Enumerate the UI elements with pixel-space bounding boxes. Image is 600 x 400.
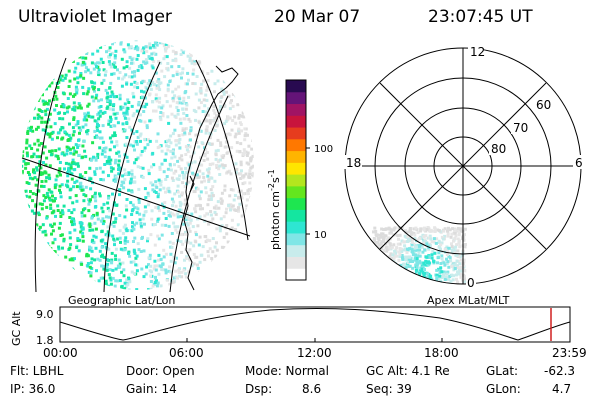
unit-mid: s (269, 177, 282, 183)
altitude-strip: 9.0 1.8 GC Alt 00:00 06:00 12:00 18:00 2… (10, 306, 587, 360)
unit-exp-1: -2 (267, 183, 276, 191)
longitude-line (195, 59, 249, 241)
dsp-value: 8.6 (302, 382, 322, 396)
colorbar-segment (286, 174, 306, 187)
colorbar-segment (286, 197, 306, 210)
gain-info: Gain: 14 (126, 382, 177, 396)
diagonal-line (379, 82, 547, 250)
time-tick-1200: 12:00 (297, 346, 332, 360)
colorbar-tick-100: 100 (314, 144, 333, 155)
altitude-curve (59, 307, 571, 341)
altitude-axis-label: GC Alt (10, 311, 23, 346)
latitude-line (21, 157, 251, 237)
dsp-label: Dsp: (245, 382, 273, 396)
colorbar-segment (286, 268, 306, 281)
colorbar-segment (286, 185, 306, 199)
seq-info: Seq: 39 (366, 382, 412, 396)
colorbar-segment (286, 127, 306, 140)
altitude-ytick-bottom: 1.8 (36, 334, 54, 347)
lat-label-60: 60 (536, 98, 551, 112)
uv-polar-speckle (372, 226, 467, 284)
ip-info: IP: 36.0 (10, 382, 56, 396)
colorbar-segment (286, 150, 306, 163)
unit-exp-2: -1 (267, 169, 276, 177)
colorbar-segment (286, 138, 306, 152)
uv-speckle-field (22, 40, 254, 290)
colorbar-segment (286, 244, 306, 257)
colorbar-segment (286, 209, 306, 222)
glon-label: GLon: (486, 382, 521, 396)
polar-panel-label: Apex MLat/MLT (427, 294, 510, 307)
time-tick-0600: 06:00 (169, 346, 204, 360)
longitude-line (34, 57, 67, 292)
time-tick-2359: 23:59 (552, 346, 587, 360)
glat-value: -62.3 (544, 364, 576, 378)
mode-info: Mode: Normal (245, 364, 329, 378)
polar-plot: 12 18 6 0 60 70 80 (344, 44, 583, 290)
coastline (183, 65, 239, 291)
colorbar-segment (286, 115, 306, 128)
colorbar-unit-label: photon cm-2s-1 (267, 169, 282, 250)
image-time: 23:07:45 UT (428, 7, 533, 27)
hour-label-6: 6 (575, 156, 583, 170)
lat-label-80: 80 (491, 142, 506, 156)
door-info: Door: Open (126, 364, 195, 378)
hour-label-0: 0 (467, 276, 475, 290)
colorbar-segment (286, 221, 306, 234)
colorbar-segment (286, 256, 306, 269)
time-tick-0000: 00:00 (43, 346, 78, 360)
hour-label-18: 18 (346, 156, 361, 170)
longitude-line (103, 61, 161, 292)
instrument-title: Ultraviolet Imager (18, 7, 172, 27)
unit-base: photon cm (269, 191, 282, 250)
altitude-ytick-top: 9.0 (36, 308, 54, 321)
image-date: 20 Mar 07 (274, 7, 361, 27)
colorbar-segment (286, 103, 306, 116)
longitude-line (169, 95, 229, 292)
lat-label-70: 70 (513, 121, 528, 135)
gc-alt-info: GC Alt: 4.1 Re (366, 364, 450, 378)
colorbar-segment (286, 91, 306, 105)
geographic-image (21, 40, 254, 292)
glat-label: GLat: (486, 364, 519, 378)
time-tick-1800: 18:00 (424, 346, 459, 360)
filter-info: Flt: LBHL (10, 364, 64, 378)
colorbar-segment (286, 80, 306, 93)
colorbar-tick-10: 10 (314, 230, 327, 241)
geographic-panel-label: Geographic Lat/Lon (68, 294, 175, 307)
glon-value: 4.7 (552, 382, 572, 396)
colorbar: 100 10 photon cm-2s-1 (267, 79, 333, 281)
hour-label-12: 12 (470, 45, 485, 59)
colorbar-segment (286, 232, 306, 246)
colorbar-segment (286, 162, 306, 175)
